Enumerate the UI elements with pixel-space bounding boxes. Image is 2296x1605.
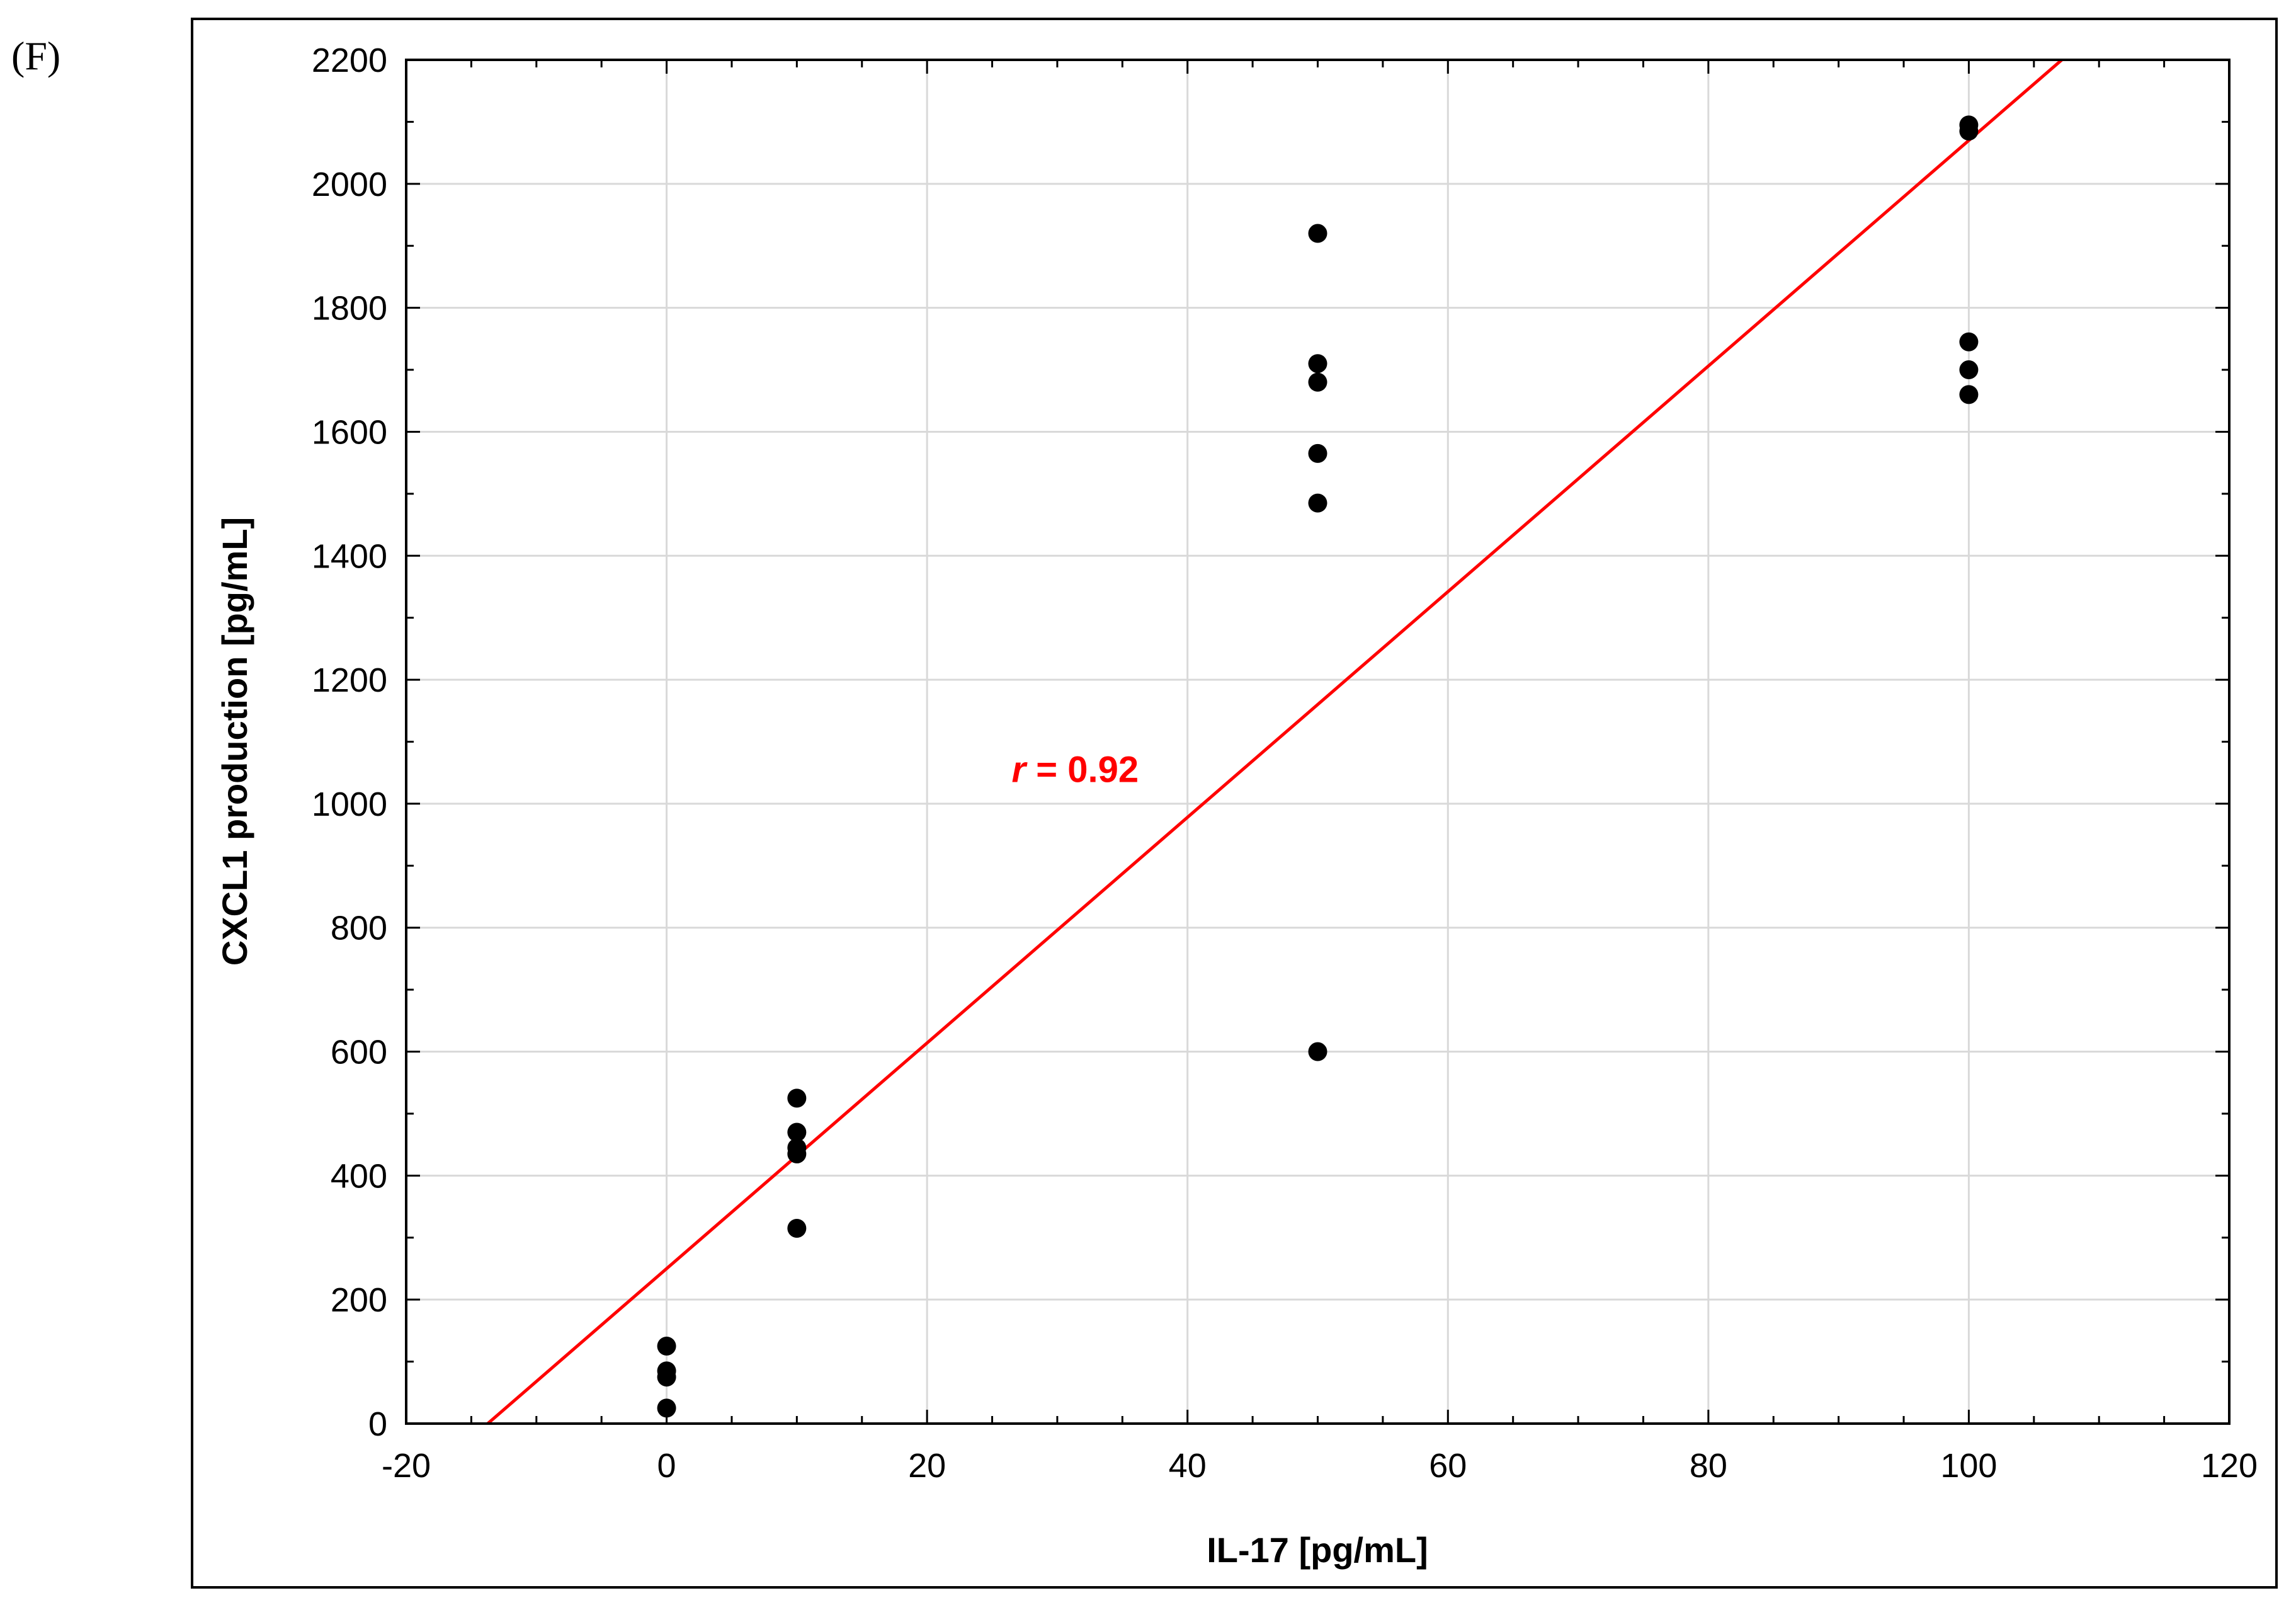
axis-ticks xyxy=(405,59,2231,1425)
gridlines xyxy=(406,60,2229,1424)
data-point xyxy=(787,1122,807,1142)
x-tick-label: 0 xyxy=(657,1447,676,1485)
plot-area xyxy=(485,60,2064,1424)
y-tick-label: 1400 xyxy=(312,537,387,575)
y-tick-label: 400 xyxy=(331,1157,387,1195)
data-point xyxy=(1308,354,1327,374)
panel-label: (F) xyxy=(11,33,60,78)
y-tick-label: 2000 xyxy=(312,166,387,203)
correlation-annotation: r = 0.92 xyxy=(1012,749,1139,790)
data-point xyxy=(1308,372,1327,392)
data-point xyxy=(657,1336,676,1356)
x-tick-label: 40 xyxy=(1169,1447,1207,1485)
y-tick-label: 1200 xyxy=(312,661,387,699)
data-point xyxy=(1308,493,1327,513)
r-value: = 0.92 xyxy=(1026,749,1139,790)
data-point xyxy=(787,1219,807,1238)
x-tick-label: 80 xyxy=(1690,1447,1727,1485)
data-point xyxy=(657,1398,676,1418)
y-tick-label: 1000 xyxy=(312,785,387,823)
y-tick-label: 1600 xyxy=(312,413,387,451)
y-tick-label: 200 xyxy=(331,1281,387,1319)
y-tick-label: 0 xyxy=(368,1405,387,1443)
x-tick-label: -20 xyxy=(382,1447,431,1485)
y-tick-label: 800 xyxy=(331,910,387,947)
y-tick-label: 2200 xyxy=(312,42,387,79)
tick-labels: -20 0 20 40 60 80 100 1200200400600800100012001… xyxy=(312,42,2258,1485)
x-tick-label: 100 xyxy=(1940,1447,1997,1485)
data-points xyxy=(657,115,1979,1418)
x-axis-title: IL-17 [pg/mL] xyxy=(1207,1530,1428,1570)
y-tick-label: 600 xyxy=(331,1034,387,1071)
data-point xyxy=(787,1144,807,1163)
plot-border xyxy=(405,59,2231,1425)
data-point xyxy=(1959,122,1979,141)
x-tick-label: 20 xyxy=(908,1447,946,1485)
data-point xyxy=(1308,1042,1327,1061)
y-axis-title: CXCL1 production [pg/mL] xyxy=(215,517,254,966)
regression-line xyxy=(485,60,2064,1424)
data-point xyxy=(787,1088,807,1108)
x-tick-label: 120 xyxy=(2201,1447,2258,1485)
data-point xyxy=(1308,443,1327,463)
data-point xyxy=(657,1368,676,1387)
data-point xyxy=(1959,332,1979,351)
outer-frame xyxy=(191,18,2278,1589)
data-point xyxy=(1959,360,1979,380)
data-point xyxy=(1308,224,1327,243)
r-symbol: r xyxy=(1012,749,1028,790)
y-tick-label: 1800 xyxy=(312,290,387,328)
x-tick-label: 60 xyxy=(1429,1447,1467,1485)
data-point xyxy=(1959,385,1979,404)
